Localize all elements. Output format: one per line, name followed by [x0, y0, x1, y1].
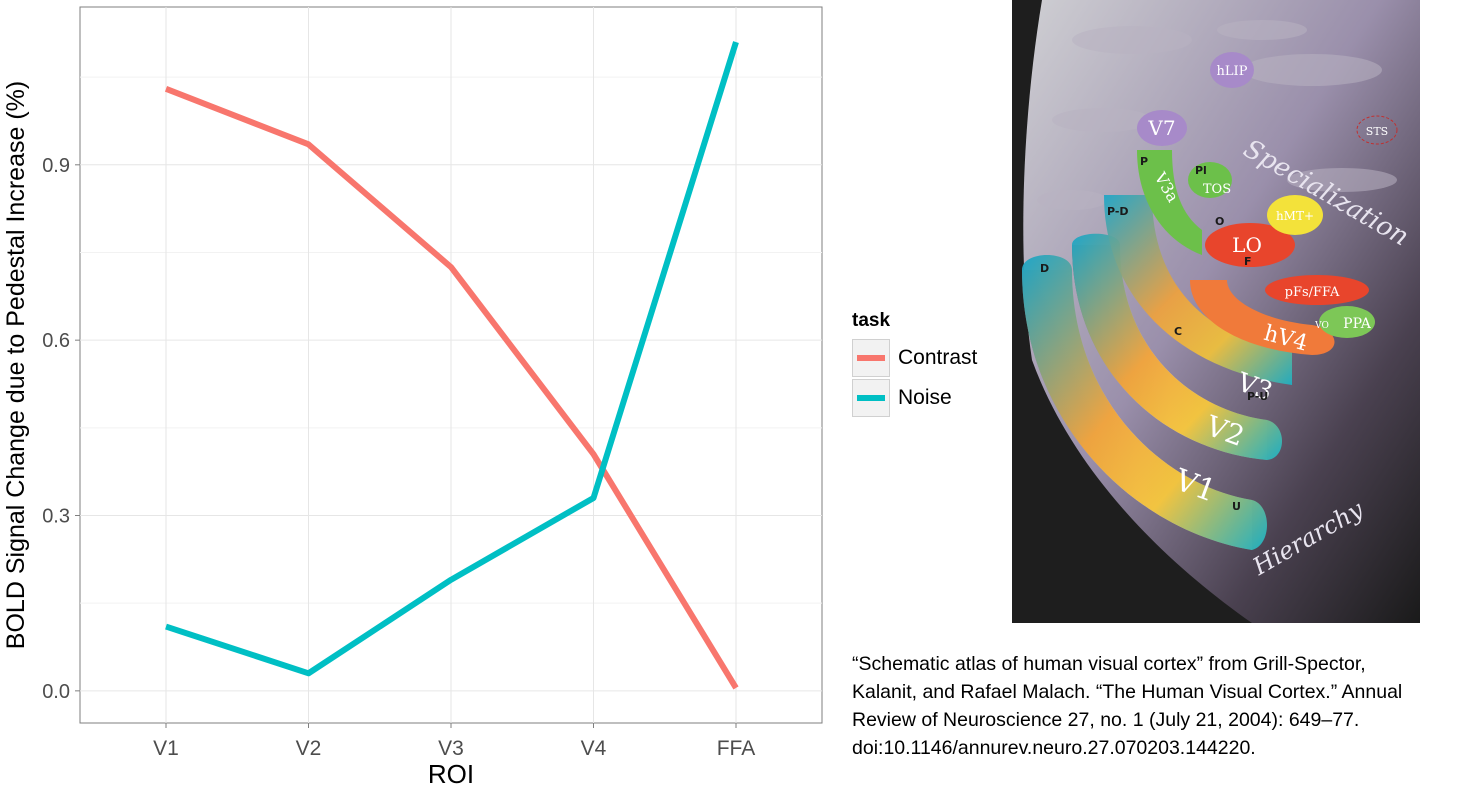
x-tick-label: V3 [438, 737, 464, 760]
y-axis-title: BOLD Signal Change due to Pedestal Incre… [2, 81, 30, 649]
x-axis-title: ROI [428, 759, 474, 789]
legend-key-noise [852, 379, 890, 417]
label-p-v3a: P [1140, 155, 1148, 168]
label-ppa: PPA [1343, 316, 1372, 332]
y-tick-label: 0.6 [42, 330, 70, 352]
y-tick-label: 0.9 [42, 155, 70, 177]
series-line-contrast [164, 86, 739, 690]
series-line-noise [165, 41, 739, 677]
label-d: D [1040, 262, 1049, 275]
label-pfs-ffa: pFs/FFA [1285, 285, 1340, 300]
figure-caption: “Schematic atlas of human visual cortex”… [852, 650, 1470, 762]
x-tick-label: FFA [717, 737, 756, 760]
legend-key-contrast [852, 339, 890, 377]
x-tick-label: V2 [296, 737, 322, 760]
label-c-v3: C [1174, 325, 1182, 338]
label-hmt: hMT+ [1276, 209, 1314, 223]
label-v7: V7 [1147, 116, 1175, 140]
label-o-lo: O [1215, 215, 1224, 228]
label-hlip: hLIP [1217, 64, 1248, 79]
visual-cortex-atlas-illustration: hLIP V7 STS V3a TOS LO hMT+ pFs/FFA hV4 … [1012, 0, 1420, 623]
y-axis: 0.0 0.3 0.6 0.9 [42, 155, 80, 703]
caption-line: Kalanit, and Rafael Malach. “The Human V… [852, 681, 1403, 703]
label-f-lo: F [1244, 255, 1252, 268]
legend: task Contrast Noise [852, 310, 977, 418]
legend-label-noise: Noise [898, 386, 952, 409]
x-axis: V1 V2 V3 V4 FFA [153, 723, 755, 760]
y-tick-label: 0.3 [42, 506, 70, 528]
caption-line: Review of Neuroscience 27, no. 1 (July 2… [852, 709, 1360, 731]
label-sts: STS [1366, 125, 1388, 138]
legend-item-noise: Noise [852, 378, 977, 418]
series-layer [164, 41, 739, 690]
caption-line: “Schematic atlas of human visual cortex”… [852, 653, 1366, 675]
label-u: U [1232, 500, 1241, 513]
y-tick-label: 0.0 [42, 681, 70, 703]
label-pu: P-U [1247, 390, 1268, 403]
label-pd: P-D [1107, 205, 1129, 218]
label-vo: VO [1314, 321, 1329, 331]
x-tick-label: V4 [581, 737, 607, 760]
label-lo: LO [1232, 233, 1262, 257]
legend-item-contrast: Contrast [852, 338, 977, 378]
x-tick-label: V1 [153, 737, 179, 760]
major-gridlines [80, 7, 822, 723]
label-pl-tos: Pl [1195, 164, 1207, 177]
label-tos: TOS [1203, 182, 1231, 197]
caption-line: doi:10.1146/annurev.neuro.27.070203.1442… [852, 737, 1256, 759]
line-chart: 0.0 0.3 0.6 0.9 V1 V2 V3 V4 FFA ROI BOLD Signal… [2, 6, 823, 789]
legend-title: task [852, 310, 891, 331]
legend-label-contrast: Contrast [898, 346, 978, 369]
